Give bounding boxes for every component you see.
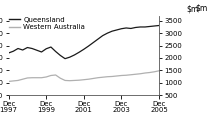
Y-axis label: $m: $m <box>195 4 207 13</box>
Legend: Queensland, Western Australia: Queensland, Western Australia <box>9 16 85 30</box>
Y-axis label: $m: $m <box>186 4 198 13</box>
